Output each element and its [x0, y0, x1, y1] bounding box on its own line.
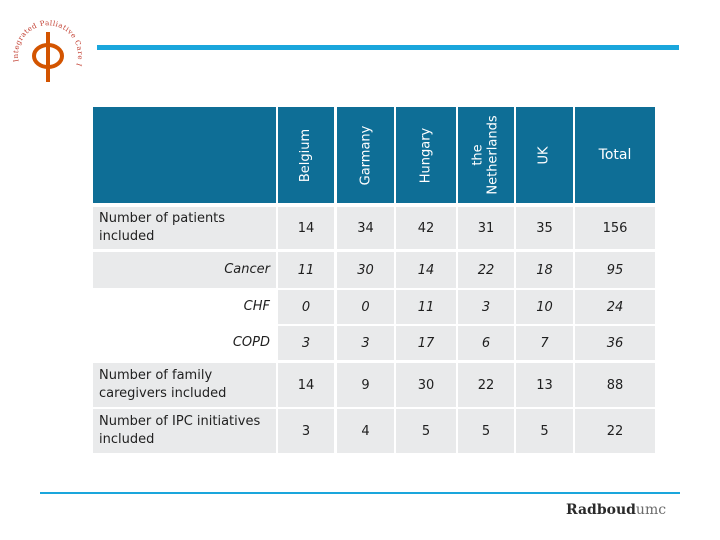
ipc-logo: Integrated Palliative Care InSup-C: [8, 14, 84, 82]
header-empty-cell: [93, 107, 276, 203]
table-cell: 7: [516, 326, 573, 360]
table-cell: 35: [516, 207, 573, 249]
table-cell: 4: [337, 409, 394, 453]
table-cell: 0: [337, 290, 394, 324]
table-cell: 6: [458, 326, 514, 360]
table-cell: 22: [575, 409, 655, 453]
header-hungary: Hungary: [418, 127, 434, 183]
row-label-caregivers: Number of family caregivers included: [93, 363, 276, 407]
table-cell: 14: [278, 363, 334, 407]
header-belgium: Belgium: [298, 128, 314, 182]
table-cell: 3: [337, 326, 394, 360]
row-label-cancer: Cancer: [93, 252, 276, 288]
table-cell: 0: [278, 290, 334, 324]
header-netherlands: the Netherlands: [471, 115, 501, 195]
row-label-copd: COPD: [232, 335, 270, 350]
row-label-initiatives: Number of IPC initiatives included: [93, 409, 276, 453]
table-cell: 14: [278, 207, 334, 249]
table-cell: 42: [396, 207, 456, 249]
table-cell: 30: [337, 252, 394, 288]
table-cell: 24: [575, 290, 655, 324]
bottom-rule: [40, 492, 680, 494]
table-cell: 31: [458, 207, 514, 249]
table-cell: 156: [575, 207, 655, 249]
table-cell: 11: [396, 290, 456, 324]
row-label-patients: Number of patients included: [93, 207, 276, 249]
radboudumc-logo: Radboudumc: [566, 502, 667, 518]
table-cell: 3: [278, 409, 334, 453]
header-total: Total: [598, 147, 632, 163]
table-cell: 10: [516, 290, 573, 324]
table-cell: 36: [575, 326, 655, 360]
table-cell: 22: [458, 363, 514, 407]
table-cell: 5: [516, 409, 573, 453]
table-cell: 3: [278, 326, 334, 360]
table-cell: 22: [458, 252, 514, 288]
top-rule: [97, 45, 679, 50]
row-label-chf: CHF: [243, 299, 270, 314]
header-germany: Garmany: [358, 125, 373, 185]
table-cell: 34: [337, 207, 394, 249]
table-cell: 5: [458, 409, 514, 453]
table-cell: 30: [396, 363, 456, 407]
table-cell: 13: [516, 363, 573, 407]
header-uk: UK: [536, 145, 552, 165]
table-cell: 5: [396, 409, 456, 453]
table-cell: 3: [458, 290, 514, 324]
table-cell: 14: [396, 252, 456, 288]
table-cell: 17: [396, 326, 456, 360]
table-cell: 18: [516, 252, 573, 288]
table-cell: 9: [337, 363, 394, 407]
table-cell: 11: [278, 252, 334, 288]
table-cell: 88: [575, 363, 655, 407]
table-cell: 95: [575, 252, 655, 288]
